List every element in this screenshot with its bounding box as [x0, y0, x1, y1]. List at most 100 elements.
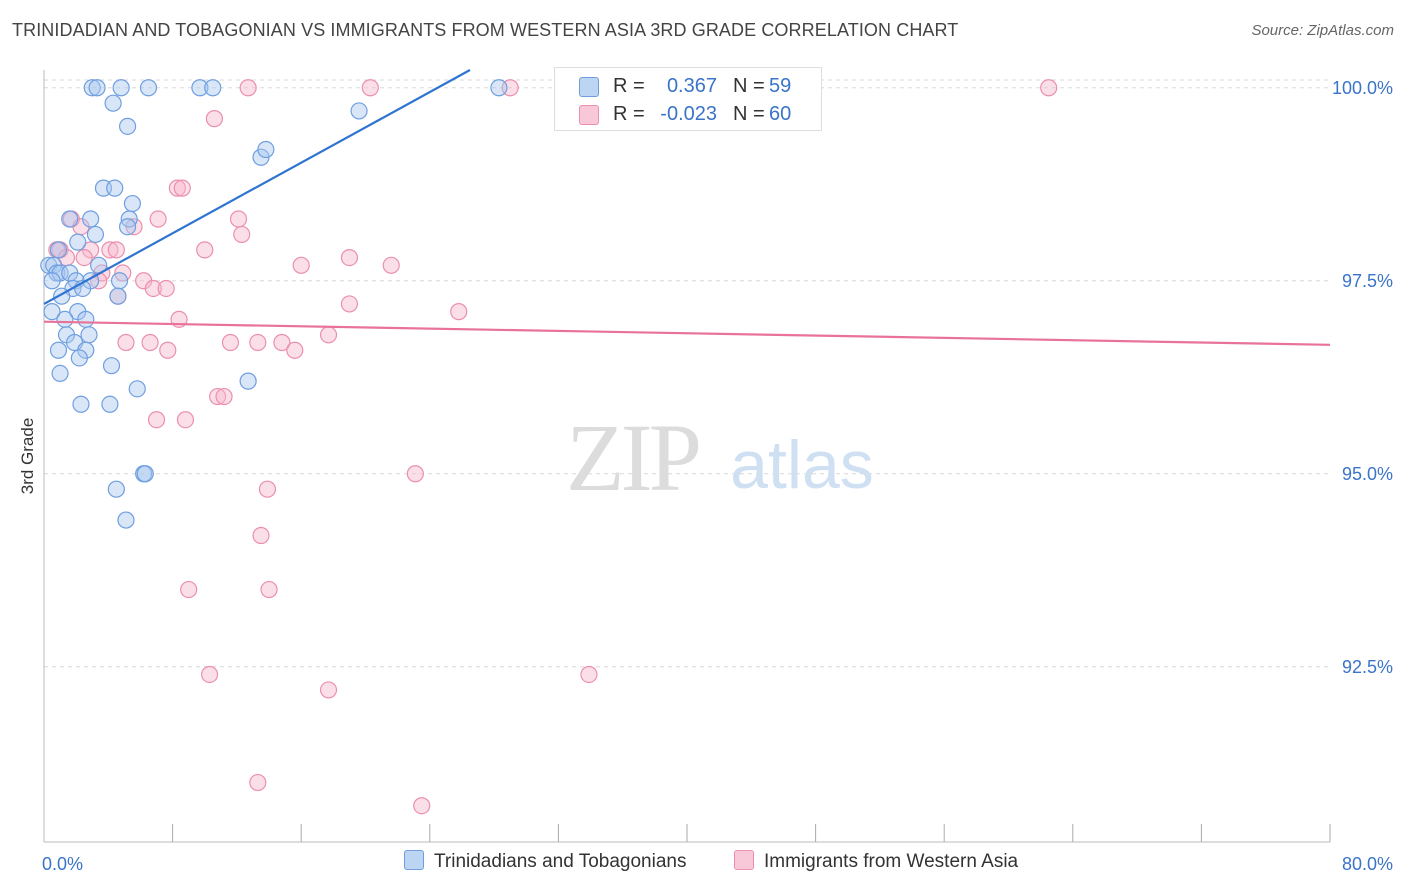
- chart-title: TRINIDADIAN AND TOBAGONIAN VS IMMIGRANTS…: [12, 20, 959, 40]
- western-asia-point: [180, 580, 198, 599]
- trinidadian-point: [118, 117, 137, 135]
- western-asia-point: [149, 210, 167, 228]
- western-asia-point: [144, 279, 162, 298]
- trinidadian-point: [239, 372, 257, 390]
- trinidadian-point: [101, 395, 119, 413]
- n-label: N =: [733, 75, 765, 97]
- series-trinidadian-points: [40, 79, 508, 529]
- pink-swatch: [579, 105, 599, 125]
- western-asia-point: [209, 387, 227, 406]
- trinidadian-point: [83, 79, 101, 97]
- trinidadian-point: [88, 79, 106, 97]
- western-asia-point: [205, 110, 223, 128]
- western-asia-point: [580, 665, 598, 684]
- n-value: 59: [769, 75, 792, 97]
- western-asia-point: [233, 225, 251, 244]
- trinidadian-point: [51, 364, 69, 382]
- trinidadian-point: [49, 241, 68, 259]
- western-asia-point: [450, 303, 468, 321]
- blue-swatch: [404, 850, 424, 870]
- trinidadian-point: [257, 140, 275, 159]
- western-asia-point: [75, 248, 93, 267]
- watermark-atlas: atlas: [730, 427, 874, 503]
- y-tick-label: 100.0%: [1332, 78, 1393, 98]
- trinidadian-point: [86, 225, 105, 244]
- western-asia-point: [229, 210, 248, 228]
- trinidadian-point: [69, 233, 87, 251]
- western-asia-trend-line: [43, 320, 1331, 346]
- stats-legend: R = 0.367 N = 59 R = -0.023 N = 60: [554, 67, 822, 131]
- western-asia-point: [406, 465, 424, 483]
- trinidadian-point: [107, 480, 125, 498]
- legend-label: Trinidadians and Tobagonians: [434, 851, 687, 872]
- western-asia-point: [258, 480, 277, 498]
- western-asia-point: [159, 341, 177, 359]
- western-asia-point: [413, 797, 431, 815]
- western-asia-point: [141, 333, 159, 352]
- trinidadian-point: [350, 102, 368, 120]
- western-asia-point: [292, 256, 310, 274]
- source-label: Source: ZipAtlas.com: [1251, 22, 1394, 39]
- stats-row-western-asia: R = -0.023 N = 60: [555, 101, 821, 129]
- trinidadian-point: [77, 310, 95, 328]
- trinidadian-trend-line: [43, 69, 471, 305]
- western-asia-point: [382, 256, 400, 274]
- trinidadian-point: [139, 79, 158, 97]
- legend-item-trinidadian[interactable]: Trinidadians and Tobagonians: [404, 850, 686, 876]
- western-asia-point: [319, 681, 338, 699]
- western-asia-point: [340, 248, 359, 267]
- western-asia-point: [249, 333, 267, 352]
- trinidadian-point: [102, 357, 121, 375]
- western-asia-point: [221, 333, 240, 352]
- gridlines: [44, 79, 1330, 668]
- trinidadian-point: [112, 79, 130, 97]
- watermark-zip: ZIP: [566, 404, 699, 511]
- trinidadian-point: [82, 210, 100, 228]
- r-label: R =: [613, 75, 645, 97]
- trinidadian-point: [72, 395, 90, 413]
- legend-label: Immigrants from Western Asia: [764, 851, 1019, 872]
- western-asia-point: [173, 179, 191, 197]
- trinidadian-point: [43, 303, 61, 321]
- n-label: N =: [733, 103, 765, 125]
- western-asia-point: [147, 411, 166, 429]
- western-asia-point: [252, 526, 270, 545]
- trend-lines: [43, 69, 1331, 346]
- x-tick-label: 0.0%: [42, 854, 83, 874]
- western-asia-point: [340, 295, 359, 313]
- trinidadian-point: [56, 310, 74, 328]
- y-axis-title: 3rd Grade: [18, 418, 37, 495]
- western-asia-point: [176, 411, 195, 429]
- trinidadian-point: [70, 349, 88, 367]
- trinidadian-point: [191, 79, 209, 97]
- legend-item-western-asia[interactable]: Immigrants from Western Asia: [734, 850, 1018, 876]
- trinidadian-point: [49, 341, 68, 359]
- trinidadian-point: [109, 287, 127, 305]
- western-asia-point: [260, 580, 278, 599]
- trinidadian-point: [43, 272, 61, 290]
- blue-swatch: [579, 77, 599, 97]
- series-western-asia-points: [48, 79, 1058, 815]
- trinidadian-point: [136, 465, 154, 483]
- axes: [43, 70, 1331, 843]
- trinidadian-point: [80, 326, 98, 344]
- stats-row-trinidadian: R = 0.367 N = 59: [555, 73, 821, 101]
- watermark: ZIP atlas: [566, 404, 874, 511]
- trinidadian-point: [128, 380, 146, 398]
- trinidadian-point: [118, 218, 137, 236]
- pink-swatch: [734, 850, 754, 870]
- trinidadian-point: [123, 194, 142, 213]
- trinidadian-point: [490, 79, 508, 97]
- x-tick-label: 80.0%: [1342, 854, 1393, 874]
- y-tick-label: 95.0%: [1342, 464, 1393, 484]
- y-tick-label: 92.5%: [1342, 657, 1393, 677]
- trinidadian-point: [106, 179, 124, 197]
- r-value: 0.367: [666, 75, 717, 97]
- western-asia-point: [117, 333, 135, 352]
- western-asia-point: [107, 241, 125, 259]
- western-asia-point: [249, 773, 267, 792]
- n-value: 60: [769, 103, 792, 125]
- axis-labels: 92.5% 95.0% 97.5% 100.0% 0.0% 80.0% 3rd Grade: [18, 78, 1393, 874]
- trinidadian-point: [204, 79, 222, 97]
